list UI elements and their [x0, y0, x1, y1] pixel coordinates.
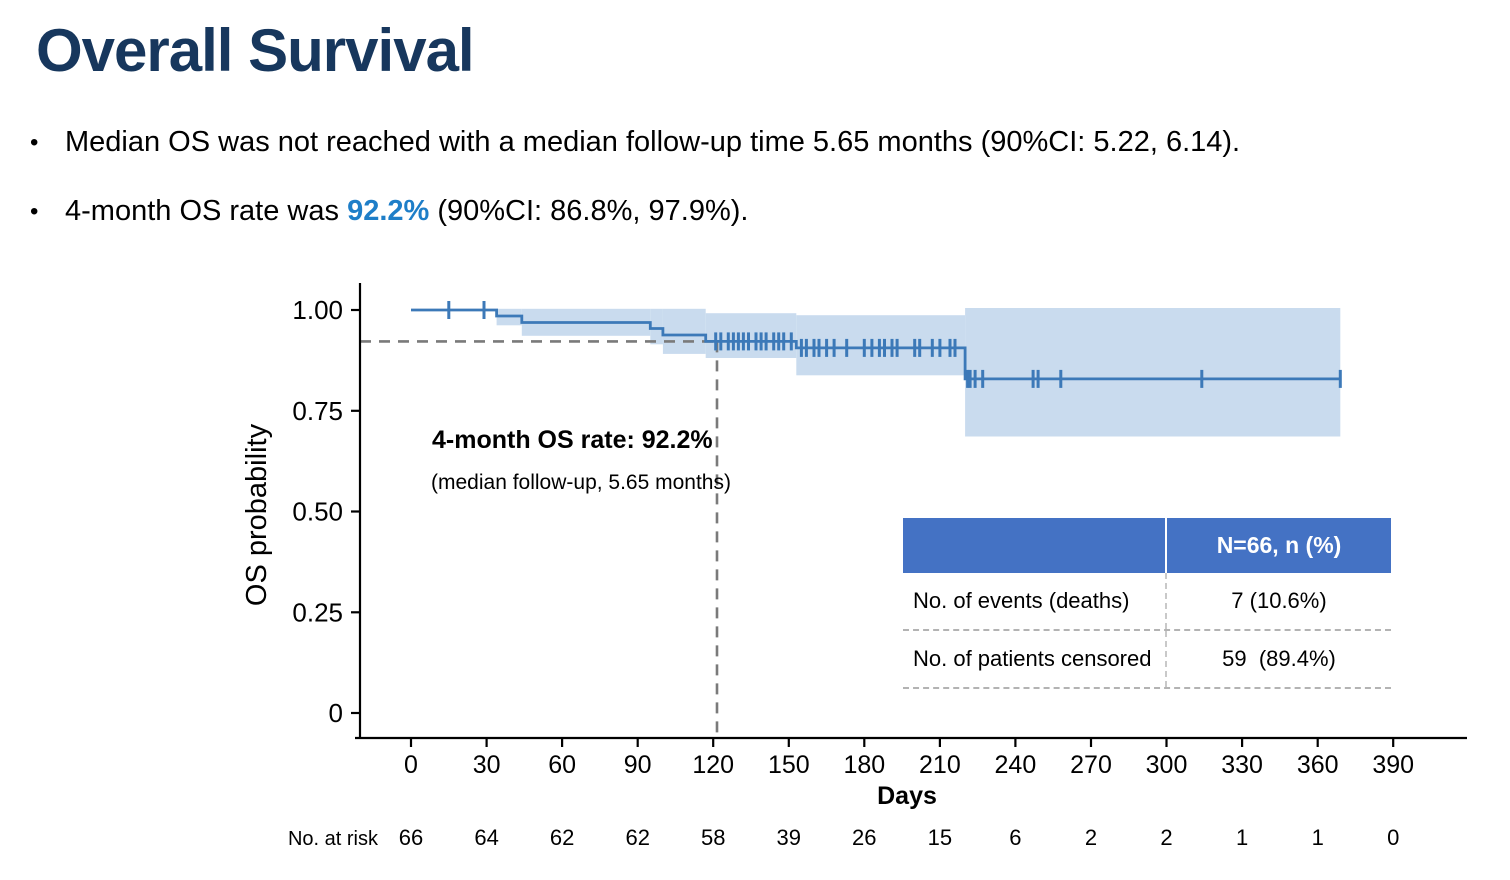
- y-axis-label: OS probability: [241, 423, 273, 606]
- at-risk-count: 39: [777, 825, 801, 850]
- table-cell-events-value: 7 (10.6%): [1231, 588, 1327, 613]
- bullet-os-rate: • 4-month OS rate was 92.2% (90%CI: 86.8…: [30, 195, 1240, 228]
- x-tick-label: 120: [692, 751, 734, 779]
- table-cell-events-label: No. of events (deaths): [903, 573, 1167, 629]
- x-tick-label: 390: [1372, 751, 1414, 779]
- y-tick-label: 0.50: [292, 497, 343, 527]
- at-risk-count: 2: [1160, 825, 1172, 850]
- ci-band-segment: [662, 308, 706, 354]
- y-tick-label: 0: [329, 698, 343, 728]
- table-cell-censored-label: No. of patients censored: [903, 631, 1167, 687]
- bullet-median-os-text: Median OS was not reached with a median …: [65, 126, 1241, 158]
- annotation-follow-up: (median follow-up, 5.65 months): [431, 471, 731, 494]
- x-tick-label: 150: [768, 751, 810, 779]
- x-tick-label: 270: [1070, 751, 1112, 779]
- table-header-empty-cell: [903, 518, 1167, 573]
- bullet-median-os: • Median OS was not reached with a media…: [30, 126, 1240, 159]
- at-risk-count: 58: [701, 825, 725, 850]
- events-summary-table: N=66, n (%) No. of events (deaths) 7 (10…: [903, 518, 1391, 689]
- x-tick-label: 210: [919, 751, 961, 779]
- x-tick-label: 240: [995, 751, 1037, 779]
- page-title: Overall Survival: [36, 17, 475, 84]
- at-risk-count: 1: [1312, 825, 1324, 850]
- y-tick-label: 0.75: [292, 396, 343, 426]
- at-risk-count: 62: [625, 825, 649, 850]
- ci-band-segment: [965, 308, 1341, 437]
- bullet-os-rate-text: 4-month OS rate was 92.2% (90%CI: 86.8%,…: [65, 195, 748, 228]
- x-tick-label: 180: [843, 751, 885, 779]
- x-tick-label: 300: [1146, 751, 1188, 779]
- table-row-events: No. of events (deaths) 7 (10.6%): [903, 573, 1391, 631]
- at-risk-count: 2: [1085, 825, 1097, 850]
- at-risk-label: No. at risk: [288, 828, 379, 850]
- x-tick-label: 0: [404, 751, 418, 779]
- y-tick-label: 1.00: [292, 295, 343, 325]
- at-risk-count: 64: [474, 825, 498, 850]
- x-tick-label: 360: [1297, 751, 1339, 779]
- at-risk-count: 26: [852, 825, 876, 850]
- annotation-os-rate: 4-month OS rate: 92.2%: [432, 426, 713, 454]
- y-tick-label: 0.25: [292, 597, 343, 627]
- at-risk-count: 15: [928, 825, 952, 850]
- bullet-os-rate-accent: 92.2%: [347, 195, 430, 227]
- bullet-dot: •: [30, 198, 39, 225]
- table-header-n-cell: N=66, n (%): [1216, 532, 1342, 558]
- table-cell-censored-value: 59 (89.4%): [1222, 646, 1336, 671]
- bullet-os-rate-suffix: (90%CI: 86.8%, 97.9%).: [429, 195, 749, 227]
- table-header-row: N=66, n (%): [903, 518, 1391, 573]
- bullet-os-rate-prefix: 4-month OS rate was: [65, 195, 348, 227]
- at-risk-count: 62: [550, 825, 574, 850]
- x-tick-label: 30: [473, 751, 501, 779]
- bullet-list: • Median OS was not reached with a media…: [30, 126, 1240, 264]
- bullet-dot: •: [30, 129, 39, 156]
- x-tick-label: 90: [624, 751, 652, 779]
- x-tick-label: 60: [548, 751, 576, 779]
- at-risk-count: 0: [1387, 825, 1399, 850]
- table-row-censored: No. of patients censored 59 (89.4%): [903, 631, 1391, 689]
- x-tick-label: 330: [1221, 751, 1263, 779]
- ci-band-segment: [650, 308, 663, 345]
- at-risk-count: 1: [1236, 825, 1248, 850]
- x-axis-label: Days: [877, 782, 937, 810]
- at-risk-count: 66: [399, 825, 423, 850]
- at-risk-count: 6: [1009, 825, 1021, 850]
